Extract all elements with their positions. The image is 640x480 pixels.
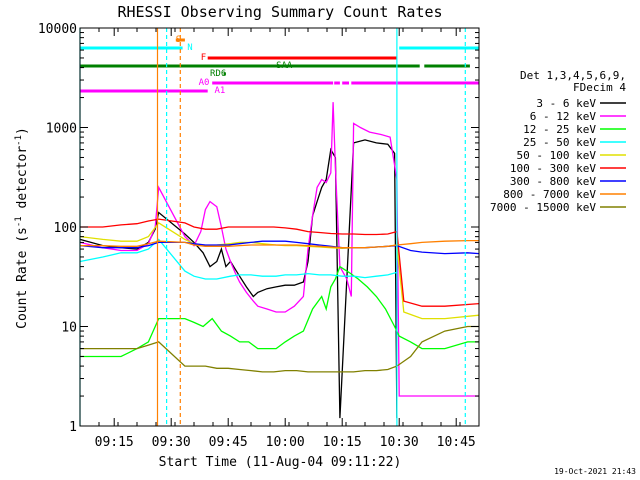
y-axis-label-suffix: ) — [15, 127, 30, 135]
x-tick-label-1: 09:30 — [152, 435, 191, 450]
legend-header-line-2: FDecim 4 — [573, 81, 626, 94]
x-axis: 09:15 09:30 09:45 10:00 10:15 10:30 10:45 — [79, 28, 476, 450]
x-tick-label-4: 10:15 — [323, 435, 362, 450]
series-line-3 — [79, 238, 398, 280]
legend-label-6: 300 - 800 keV — [510, 175, 596, 188]
legend-label-0: 3 - 6 keV — [536, 97, 596, 110]
legend-label-7: 800 - 7000 keV — [503, 188, 596, 201]
x-tick-label-6: 10:45 — [437, 435, 476, 450]
flag-label-3: SAA — [276, 61, 293, 71]
y-axis-label-middle: detector — [15, 146, 30, 217]
flag-label-0: S — [176, 35, 181, 45]
x-tick-label-5: 10:30 — [380, 435, 419, 450]
legend-label-3: 25 - 50 keV — [523, 136, 596, 149]
legend-label-1: 6 - 12 keV — [530, 110, 597, 123]
y-axis-label-superscript: -1 — [14, 216, 24, 227]
chart-title: RHESSI Observing Summary Count Rates — [117, 3, 442, 21]
series-line-2 — [80, 265, 479, 358]
y-axis-label-prefix: Count Rate (s — [15, 227, 30, 329]
legend-label-8: 7000 - 15000 keV — [490, 201, 596, 214]
legend-label-5: 100 - 300 keV — [510, 162, 596, 175]
y-tick-label-2: 100 — [54, 221, 77, 236]
y-tick-label-4: 1 — [69, 420, 77, 435]
legend-header-line-1: Det 1,3,4,5,6,9, — [520, 69, 626, 82]
y-tick-label-3: 10 — [61, 321, 77, 336]
y-axis: 10000 1000 100 10 1 — [38, 22, 479, 435]
flag-label-4: RD6 — [210, 69, 226, 79]
x-tick-label-2: 09:45 — [209, 435, 248, 450]
flag-label-2: F — [201, 53, 206, 63]
legend-label-4: 50 - 100 keV — [517, 149, 597, 162]
flag-label-6: A1 — [215, 86, 226, 96]
x-tick-label-3: 10:00 — [266, 435, 305, 450]
x-tick-label-0: 09:15 — [95, 435, 134, 450]
y-axis-label-superscript-2: -1 — [14, 135, 24, 146]
flag-label-5: A0 — [199, 78, 210, 88]
y-tick-label-0: 10000 — [38, 22, 77, 37]
y-axis-label: Count Rate (s-1 detector-1) — [14, 127, 30, 329]
series-line-0 — [79, 139, 398, 419]
legend-label-2: 12 - 25 keV — [523, 123, 596, 136]
flag-label-1: N — [187, 43, 192, 53]
x-axis-label: Start Time (11-Aug-04 09:11:22) — [159, 455, 402, 470]
y-tick-label-1: 1000 — [46, 122, 77, 137]
timestamp: 19-Oct-2021 21:43 — [554, 467, 636, 476]
